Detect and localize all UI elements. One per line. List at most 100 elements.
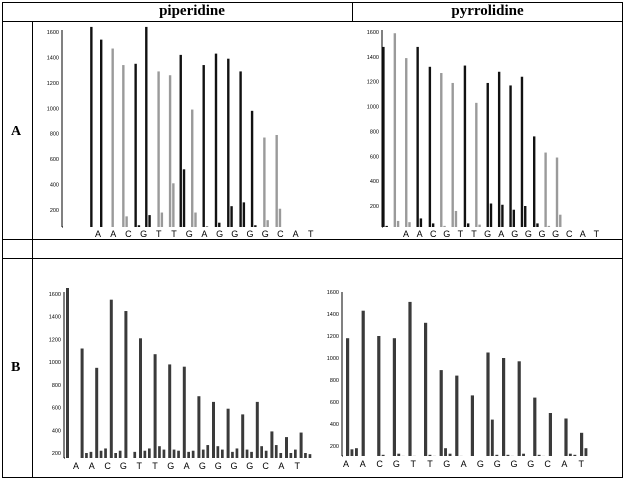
x-category-label-11: G [538, 229, 545, 238]
bar-g13-s1 [241, 414, 245, 458]
bar-g16-s3 [294, 449, 297, 458]
bar-g3-s2 [381, 454, 385, 456]
bar-g10-s3 [206, 445, 210, 458]
x-category-label-6: T [171, 229, 177, 238]
bar-g12-s1 [517, 361, 521, 456]
x-category-label-7: G [484, 229, 491, 238]
bar-18 [202, 65, 205, 227]
x-category-label-10: G [525, 229, 532, 238]
bar-28 [263, 137, 266, 227]
y-tick-label: 400 [50, 183, 59, 189]
bar-g9-s2 [187, 451, 190, 458]
bar-g10-s1 [486, 352, 490, 456]
bar-g15-s3 [279, 453, 283, 458]
x-category-label-7: G [186, 229, 193, 238]
bar-2 [100, 39, 103, 227]
x-category-label-4: G [443, 229, 450, 238]
bar-g1-s2 [350, 449, 354, 456]
x-category-label-10: G [231, 229, 238, 238]
header-row-divider [2, 2, 623, 22]
bar-g13-s3 [250, 451, 253, 458]
bar-5 [405, 58, 408, 227]
bar-11 [160, 212, 164, 227]
x-category-label-13: C [566, 229, 573, 238]
bar-25 [520, 76, 524, 227]
x-category-label-8: A [184, 461, 190, 471]
bar-24 [512, 209, 516, 227]
bar-7 [416, 46, 419, 228]
x-category-label-13: C [544, 459, 551, 469]
row-label-b: B [11, 360, 21, 375]
x-category-label-15: T [594, 229, 600, 238]
y-tick-label: 1600 [367, 30, 379, 36]
bar-1 [382, 46, 385, 228]
bar-g6-s3 [148, 448, 151, 458]
bar-g6-s1 [139, 338, 142, 458]
x-category-label-9: G [477, 459, 484, 469]
x-category-label-1: A [95, 229, 101, 238]
x-category-label-2: A [89, 461, 95, 471]
y-tick-label: 400 [330, 422, 339, 428]
bar-g12-s2 [231, 451, 234, 458]
bar-g11-s2 [216, 446, 220, 458]
bar-19 [486, 82, 489, 227]
bar-g2-s3 [89, 451, 93, 458]
bar-g10-s2 [490, 419, 494, 456]
bar-g8-s1 [168, 364, 172, 458]
x-category-label-6: T [152, 461, 158, 471]
bar-g14-s3 [264, 450, 268, 458]
y-tick-label: 800 [330, 378, 339, 384]
x-category-label-15: T [308, 229, 314, 238]
y-tick-label: 1000 [49, 360, 61, 366]
x-category-label-12: G [527, 459, 534, 469]
bar-g15-s2 [274, 445, 278, 458]
bar-g2-s2 [85, 453, 88, 458]
bar-15 [463, 65, 467, 227]
x-category-label-14: A [561, 459, 567, 469]
bar-6 [408, 222, 411, 227]
bar-20 [489, 203, 493, 227]
bar-g6-s2 [428, 454, 432, 456]
bar-12 [168, 75, 172, 227]
row-divider-a [2, 239, 623, 240]
bar-g12-s1 [226, 408, 230, 458]
bar-g13-s1 [533, 397, 537, 456]
bar-g4-s2 [397, 453, 401, 456]
y-tick-label: 200 [52, 451, 61, 457]
x-category-label-2: A [417, 229, 423, 238]
bar-14 [454, 210, 458, 227]
x-category-label-9: G [511, 229, 518, 238]
header-pyrrolidine: pyrrolidine [451, 3, 524, 19]
x-category-label-1: A [343, 459, 349, 469]
bar-g1-s1 [66, 288, 69, 458]
row-divider-b [2, 258, 623, 259]
x-category-label-9: G [216, 229, 223, 238]
x-category-label-9: G [199, 461, 206, 471]
bar-g10-s1 [197, 396, 201, 458]
y-tick-label: 600 [370, 154, 379, 160]
bar-g17-s3 [308, 454, 312, 458]
x-category-label-12: G [246, 461, 253, 471]
bar-3 [393, 33, 397, 227]
y-tick-label: 400 [370, 179, 379, 185]
bar-g3-s3 [104, 448, 107, 458]
bar-g4-s2 [114, 453, 117, 458]
bar-29 [266, 220, 269, 227]
column-divider-header [352, 2, 353, 22]
bar-22 [501, 204, 504, 227]
x-category-label-1: A [73, 461, 79, 471]
x-category-label-3: C [104, 461, 111, 471]
y-tick-label: 1000 [47, 106, 59, 112]
bar-24 [239, 71, 242, 227]
x-category-label-4: G [120, 461, 127, 471]
bar-g4-s1 [392, 338, 396, 456]
x-category-label-11: G [510, 459, 517, 469]
x-category-label-2: A [110, 229, 116, 238]
bar-g7-s3 [162, 449, 166, 458]
bar-26 [524, 206, 527, 227]
x-category-label-14: A [293, 229, 299, 238]
bar-g7-s1 [153, 354, 157, 458]
bar-g5-s1 [408, 301, 412, 456]
